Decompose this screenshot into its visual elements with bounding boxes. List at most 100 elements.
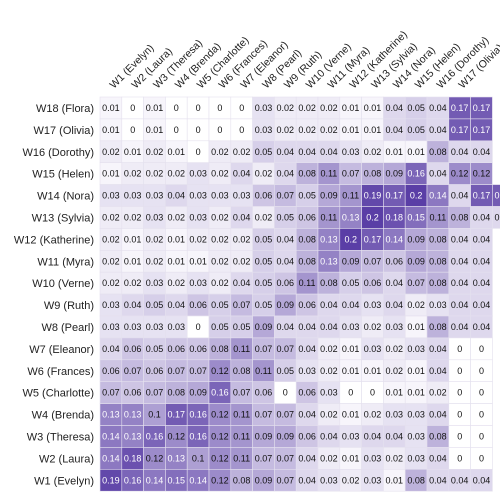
cell-value-label: 0.06 — [255, 191, 273, 201]
row-label: W3 (Theresa) — [27, 431, 94, 443]
cell-value-label: 0.13 — [342, 212, 360, 222]
cell-value-label: 0.03 — [407, 453, 425, 463]
cell-value-label: 0.12 — [146, 453, 164, 463]
cell-value-label: 0 — [174, 125, 179, 135]
cell-value-label: 0.05 — [255, 147, 273, 157]
cell-value-label: 0.15 — [168, 475, 186, 485]
cell-value-label: 0.03 — [386, 322, 404, 332]
cell-value-label: 0 — [479, 388, 484, 398]
cell-value-label: 0.04 — [277, 256, 295, 266]
cell-value-label: 0.04 — [451, 191, 469, 201]
cell-value-label: 0.07 — [255, 410, 273, 420]
cell-value-label: 0.04 — [277, 322, 295, 332]
cell-value-label: 0.04 — [451, 278, 469, 288]
cell-value-label: 0.01 — [168, 234, 186, 244]
cell-value-label: 0.11 — [429, 212, 446, 222]
cell-value-label: 0.08 — [429, 234, 447, 244]
cell-value-label: 0.06 — [298, 212, 316, 222]
cell-value-label: 0.02 — [255, 212, 273, 222]
cell-value-label: 0.08 — [298, 169, 316, 179]
cell-value-label: 0.04 — [320, 431, 338, 441]
cell-value-label: 0.05 — [146, 344, 164, 354]
row-label: W1 (Evelyn) — [34, 475, 94, 487]
cell-value-label: 0.12 — [168, 431, 186, 441]
cell-value-label: 0.05 — [233, 322, 251, 332]
cell-value-label: 0.02 — [211, 169, 229, 179]
cell-value-label: 0.06 — [298, 388, 316, 398]
cell-value-label: 0.13 — [168, 453, 186, 463]
cell-value-label: 0.02 — [146, 169, 164, 179]
cell-value-label: 0.03 — [364, 475, 382, 485]
cell-value-label: 0.05 — [277, 212, 295, 222]
cell-value-label: 0.11 — [255, 366, 272, 376]
cell-value-label: 0.08 — [429, 147, 447, 157]
cell-value-label: 0.14 — [429, 191, 447, 201]
cell-value-label: 0.01 — [168, 256, 186, 266]
cell-value-label: 0.12 — [211, 366, 229, 376]
cell-value-label: 0.01 — [342, 410, 360, 420]
cell-value-label: 0.08 — [451, 212, 469, 222]
cell-value-label: 0 — [479, 410, 484, 420]
cell-value-label: 0.07 — [102, 388, 120, 398]
cell-value-label: 0.07 — [277, 344, 295, 354]
cell-value-label: 0.03 — [255, 103, 273, 113]
cell-value-label: 0.17 — [451, 103, 469, 113]
cell-value-label: 0.07 — [277, 453, 295, 463]
cell-value-label: 0.09 — [189, 388, 207, 398]
row-label: W6 (Frances) — [27, 366, 94, 378]
cell-value-label: 0.08 — [429, 322, 447, 332]
cell-value-label: 0.04 — [386, 103, 404, 113]
cell-value-label: 0.09 — [407, 256, 425, 266]
cell-value-label: 0.12 — [211, 475, 229, 485]
cell-value-label: 0.06 — [298, 300, 316, 310]
cell-value-label: 0.01 — [342, 453, 360, 463]
cell-value-label: 0 — [479, 366, 484, 376]
cell-value-label: 0.07 — [364, 256, 382, 266]
cell-value-label: 0.04 — [386, 278, 404, 288]
cell-value-label: 0.05 — [211, 300, 229, 310]
cell-value-label: 0.18 — [386, 212, 404, 222]
cell-value-label: 0.2 — [344, 234, 357, 244]
cell-value-label: 0 — [479, 431, 484, 441]
cell-value-label: 0.03 — [364, 344, 382, 354]
cell-value-label: 0 — [196, 147, 201, 157]
cell-value-label: 0.12 — [211, 410, 229, 420]
heatmap-cell — [470, 468, 493, 492]
cell-value-label: 0.02 — [211, 256, 229, 266]
row-label: W4 (Brenda) — [32, 410, 94, 422]
cell-value-label: 0.07 — [233, 388, 251, 398]
cell-value-label: 0.04 — [429, 410, 447, 420]
cell-value-label: 0.02 — [233, 234, 251, 244]
cell-value-label: 0.1 — [148, 410, 161, 420]
cell-value-label: 0.06 — [146, 366, 164, 376]
cell-value-label: 0.04 — [429, 475, 447, 485]
cell-value-label: 0.06 — [277, 278, 295, 288]
cell-value-label: 0.07 — [342, 169, 360, 179]
cell-value-label: 0.03 — [146, 278, 164, 288]
cell-value-label: 0.02 — [386, 344, 404, 354]
cell-value-label: 0 — [479, 344, 484, 354]
cell-value-label: 0 — [239, 125, 244, 135]
cell-value-label: 0.03 — [211, 191, 229, 201]
cell-value-label: 0 — [130, 125, 135, 135]
cell-value-label: 0 — [283, 388, 288, 398]
cell-value-label: 0.01 — [124, 234, 142, 244]
cell-value-label: 0.02 — [211, 278, 229, 288]
cell-value-label: 0.04 — [298, 475, 316, 485]
cell-value-label: 0 — [217, 125, 222, 135]
cell-value-label: 0.07 — [277, 475, 295, 485]
cell-value-label: 0.03 — [189, 191, 207, 201]
cell-value-label: 0.02 — [386, 453, 404, 463]
cell-value-label: 0.04 — [473, 212, 491, 222]
cell-value-label: 0.01 — [124, 256, 142, 266]
cell-value-label: 0.04 — [277, 147, 295, 157]
cell-value-label: 0.17 — [386, 191, 404, 201]
row-label: W17 (Olivia) — [33, 125, 94, 137]
cell-value-label: 0.08 — [233, 366, 251, 376]
cell-value-label: 0.05 — [298, 191, 316, 201]
cell-value-label: 0.01 — [168, 147, 186, 157]
cell-value-label: 0.02 — [364, 147, 382, 157]
cell-value-label: 0.04 — [298, 322, 316, 332]
cell-value-label: 0.03 — [342, 147, 360, 157]
cell-value-label: 0.04 — [298, 453, 316, 463]
